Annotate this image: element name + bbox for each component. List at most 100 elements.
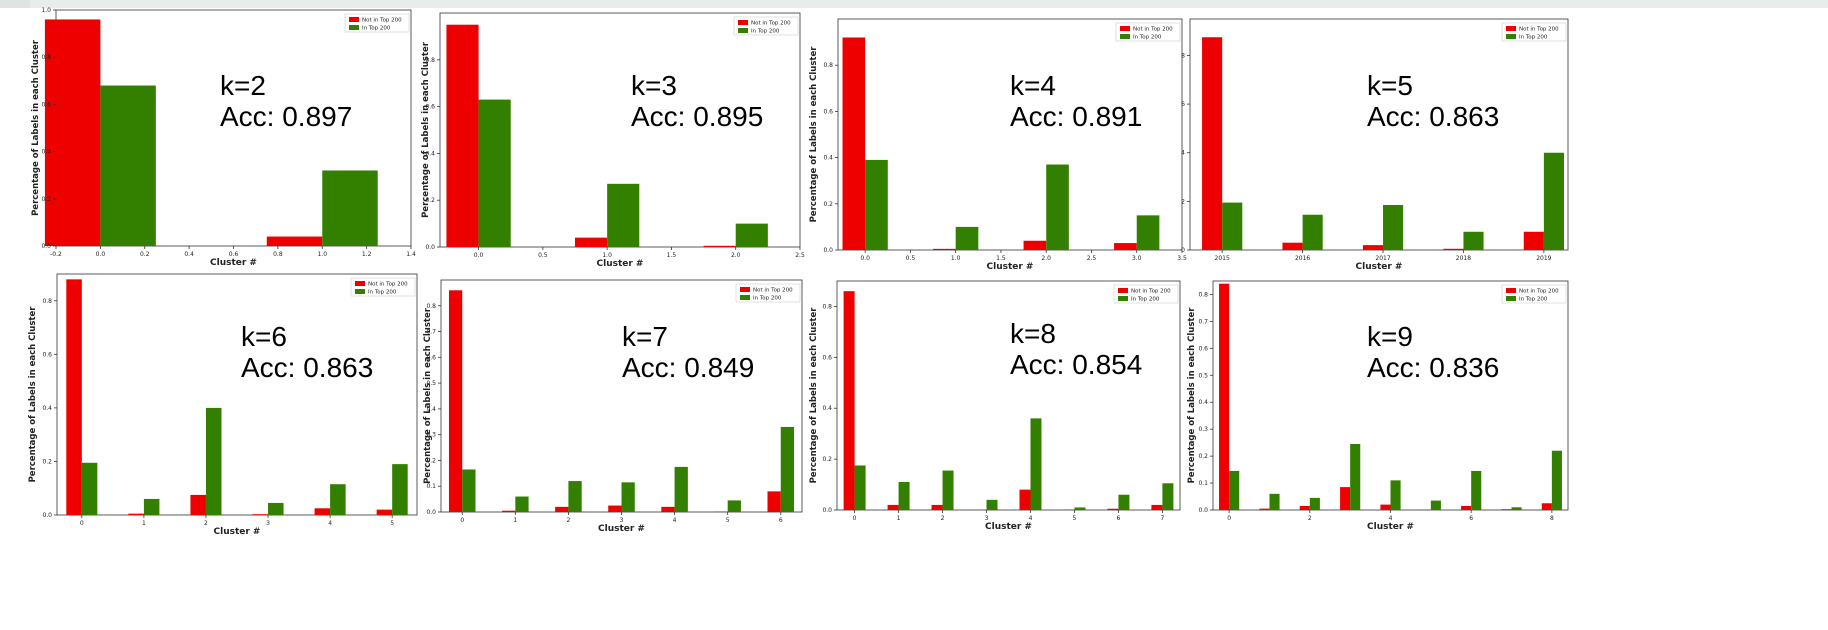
plot-frame [56,273,418,516]
x-tick-label: 2 [566,517,570,524]
k-value-label: k=3 [631,70,677,101]
y-tick-label: 0.1 [1198,480,1208,487]
bar-not-in-top-200 [266,236,323,246]
y-axis-label: Percentage of Labels in each Cluster [423,307,433,484]
legend-swatch [1506,34,1516,39]
bar-not-in-top-200 [66,279,82,515]
bar-not-in-top-200 [1063,509,1075,510]
bar-in-top-200 [1463,231,1484,250]
legend-swatch [1120,26,1130,31]
accuracy-label: Acc: 0.863 [1367,101,1499,132]
k-value-label: k=7 [622,321,668,352]
k-value-label: k=6 [241,321,287,352]
k-value-label: k=2 [220,70,266,101]
x-axis-label: Cluster # [597,259,644,269]
chart-panel-7: 0 1 2 3 4 5 6 7 0.0 0.2 0.4 0.6 0.8 Cluster # Percenta… [809,280,1181,532]
y-tick-label: 0.4 [425,150,435,157]
legend-label: In Top 200 [362,26,391,32]
legend-swatch [1120,34,1130,39]
x-tick-label: 0.0 [860,255,870,262]
accuracy-label: Acc: 0.854 [1010,349,1142,380]
x-tick-label: 2 [941,515,945,522]
y-tick-label: 0.4 [1198,399,1208,406]
y-tick-label: 0.0 [823,247,833,254]
bar-in-top-200 [1390,480,1401,510]
y-tick-label: 4 [1181,150,1185,157]
x-tick-label: 4 [673,517,677,524]
bar-not-in-top-200 [190,494,206,515]
x-tick-label: 2018 [1456,255,1471,262]
bar-not-in-top-200 [1151,504,1163,510]
bar-in-top-200 [143,498,160,515]
y-axis-label: Percentage of Labels in each Cluster [421,41,431,218]
bar-in-top-200 [1269,493,1280,510]
x-tick-label: 5 [726,517,730,524]
x-tick-label: 0.5 [906,255,916,262]
y-tick-label: 0.6 [823,108,833,115]
legend-label: Not in Top 200 [1519,27,1559,33]
bar-in-top-200 [1222,202,1243,250]
bar-in-top-200 [322,170,378,246]
x-tick-label: 4 [1389,515,1393,522]
y-tick-label: 0.8 [41,54,51,61]
y-tick-label: 8 [1181,52,1185,59]
k-value-label: k=4 [1010,70,1056,101]
chart-panel-4: 2015 2016 2017 2018 2019 0 2 4 6 8 Cluster # Not in… [1181,18,1569,272]
bar-not-in-top-200 [1380,504,1391,510]
x-tick-label: 4 [1029,515,1033,522]
accuracy-label: Acc: 0.863 [241,352,373,383]
legend-box [1501,284,1567,304]
chart-panel-2: 0.0 0.5 1.0 1.5 2.0 2.5 0.0 0.2 0.4 0.6 0.8 Cluster… [421,12,805,269]
bar-in-top-200 [1511,507,1522,510]
legend-box [733,16,799,36]
bar-in-top-200 [727,500,741,512]
bar-in-top-200 [854,465,866,510]
y-tick-label: 0.2 [1198,453,1208,460]
y-tick-label: 0.5 [1198,372,1208,379]
bar-in-top-200 [1551,450,1562,510]
bar-in-top-200 [392,464,408,515]
x-tick-label: 3.0 [1132,255,1142,262]
bar-in-top-200 [1136,215,1160,250]
legend-swatch [740,287,750,292]
bar-in-top-200 [1229,470,1240,510]
bar-not-in-top-200 [843,291,855,510]
y-axis-label: Percentage of Labels in each Cluster [1187,307,1197,484]
x-axis-label: Cluster # [1356,262,1403,272]
x-tick-label: 2015 [1215,255,1230,262]
y-tick-label: 0.4 [823,155,833,162]
y-tick-label: 1.0 [41,7,51,14]
bar-not-in-top-200 [575,237,608,247]
plot-frame [1189,18,1569,251]
accuracy-label: Acc: 0.836 [1367,352,1499,383]
bar-not-in-top-200 [314,508,331,515]
legend-label: In Top 200 [1519,297,1548,303]
legend-swatch [1118,296,1128,301]
legend-label: Not in Top 200 [1519,289,1559,295]
bar-not-in-top-200 [1461,505,1472,510]
bar-in-top-200 [1383,205,1404,250]
legend-swatch [740,295,750,300]
accuracy-label: Acc: 0.895 [631,101,763,132]
chart-panel-6: 0 1 2 3 4 5 6 0.0 0.1 0.2 0.3 0.4 0.5 0.6 0.7 0.8 Cluste… [423,279,803,534]
legend-label: Not in Top 200 [368,282,408,288]
x-tick-label: 0 [1227,515,1231,522]
y-tick-label: 6 [1181,101,1185,108]
bar-not-in-top-200 [703,245,736,247]
bar-in-top-200 [81,462,98,515]
bar-not-in-top-200 [128,513,144,515]
bar-not-in-top-200 [1362,245,1384,250]
bar-not-in-top-200 [1023,240,1047,250]
y-tick-label: 0.2 [426,457,436,464]
bar-not-in-top-200 [1340,487,1351,510]
legend-swatch [1506,296,1516,301]
k-value-label: k=8 [1010,318,1056,349]
bar-in-top-200 [898,482,910,510]
x-axis-label: Cluster # [1367,522,1414,532]
legend-swatch [349,25,359,30]
x-tick-label: 2019 [1536,255,1551,262]
bar-not-in-top-200 [446,24,479,248]
bar-not-in-top-200 [376,509,393,515]
legend-label: Not in Top 200 [362,18,402,24]
y-axis-label: Percentage of Labels in each Cluster [809,307,819,484]
